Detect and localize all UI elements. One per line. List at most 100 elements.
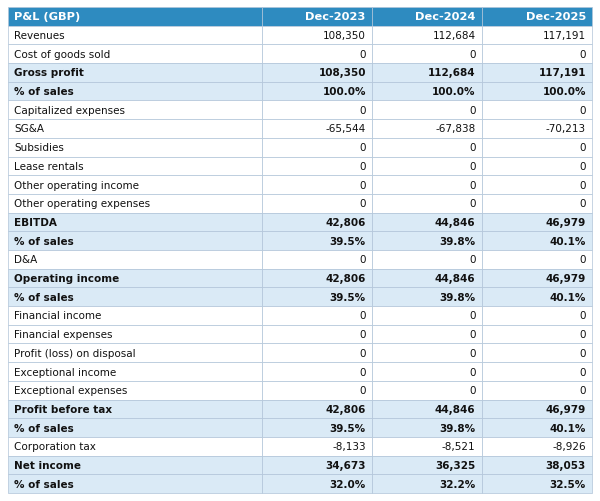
Text: -70,213: -70,213 — [546, 124, 586, 134]
Text: 0: 0 — [469, 106, 476, 116]
Bar — [482, 400, 592, 418]
Text: Cost of goods sold: Cost of goods sold — [14, 50, 110, 60]
Text: Profit before tax: Profit before tax — [14, 404, 112, 414]
Text: 44,846: 44,846 — [435, 404, 476, 414]
Text: 0: 0 — [580, 385, 586, 395]
Bar — [372, 344, 482, 362]
Text: Profit (loss) on disposal: Profit (loss) on disposal — [14, 348, 136, 358]
Text: 0: 0 — [359, 143, 366, 153]
Text: 36,325: 36,325 — [436, 460, 476, 470]
Text: 39.8%: 39.8% — [439, 236, 476, 246]
Bar — [8, 269, 262, 288]
Bar — [482, 418, 592, 437]
Text: 0: 0 — [469, 385, 476, 395]
Bar — [8, 83, 262, 101]
Bar — [372, 139, 482, 157]
Bar — [262, 101, 372, 120]
Text: 0: 0 — [469, 311, 476, 321]
Bar — [262, 362, 372, 381]
Bar — [372, 83, 482, 101]
Text: Revenues: Revenues — [14, 31, 65, 41]
Text: 39.8%: 39.8% — [439, 423, 476, 433]
Text: 100.0%: 100.0% — [432, 87, 476, 97]
Text: 0: 0 — [359, 199, 366, 209]
Bar — [482, 45, 592, 64]
Bar — [262, 194, 372, 213]
Bar — [372, 474, 482, 493]
Text: Dec-2024: Dec-2024 — [415, 13, 476, 23]
Bar — [8, 45, 262, 64]
Bar — [8, 456, 262, 474]
Bar — [372, 27, 482, 45]
Text: 0: 0 — [359, 180, 366, 190]
Bar — [8, 176, 262, 194]
Text: 100.0%: 100.0% — [542, 87, 586, 97]
Text: Capitalized expenses: Capitalized expenses — [14, 106, 125, 116]
Text: 0: 0 — [469, 50, 476, 60]
Text: EBITDA: EBITDA — [14, 217, 57, 227]
Text: 0: 0 — [469, 180, 476, 190]
Text: 0: 0 — [359, 255, 366, 265]
Bar — [262, 456, 372, 474]
Text: 39.8%: 39.8% — [439, 292, 476, 302]
Text: 42,806: 42,806 — [325, 404, 366, 414]
Text: Lease rentals: Lease rentals — [14, 161, 83, 171]
Bar — [482, 381, 592, 400]
Bar — [262, 83, 372, 101]
Bar — [482, 474, 592, 493]
Bar — [372, 269, 482, 288]
Bar — [262, 288, 372, 307]
Bar — [372, 325, 482, 344]
Text: Subsidies: Subsidies — [14, 143, 64, 153]
Text: 44,846: 44,846 — [435, 274, 476, 284]
Bar — [262, 45, 372, 64]
Bar — [372, 213, 482, 232]
Bar — [8, 418, 262, 437]
Bar — [482, 139, 592, 157]
Bar — [262, 64, 372, 83]
Bar — [262, 139, 372, 157]
Text: Dec-2023: Dec-2023 — [305, 13, 366, 23]
Text: -65,544: -65,544 — [326, 124, 366, 134]
Text: 112,684: 112,684 — [428, 68, 476, 78]
Bar — [482, 176, 592, 194]
Text: Exceptional income: Exceptional income — [14, 367, 116, 377]
Text: 0: 0 — [580, 348, 586, 358]
Text: % of sales: % of sales — [14, 87, 74, 97]
Bar — [482, 362, 592, 381]
Text: 0: 0 — [359, 348, 366, 358]
Bar — [262, 213, 372, 232]
Text: 0: 0 — [469, 330, 476, 340]
Bar — [8, 194, 262, 213]
Bar — [482, 307, 592, 325]
Text: 0: 0 — [580, 143, 586, 153]
Text: 40.1%: 40.1% — [550, 236, 586, 246]
Bar — [482, 101, 592, 120]
Text: 0: 0 — [469, 255, 476, 265]
Bar — [262, 27, 372, 45]
Bar — [262, 325, 372, 344]
Bar — [372, 120, 482, 139]
Text: 0: 0 — [359, 50, 366, 60]
Text: 40.1%: 40.1% — [550, 292, 586, 302]
Bar — [262, 269, 372, 288]
Text: 100.0%: 100.0% — [322, 87, 366, 97]
Bar — [482, 64, 592, 83]
Text: 0: 0 — [580, 50, 586, 60]
Bar — [372, 157, 482, 176]
Bar — [482, 456, 592, 474]
Text: Net income: Net income — [14, 460, 81, 470]
Text: % of sales: % of sales — [14, 478, 74, 488]
Bar — [262, 307, 372, 325]
Text: 0: 0 — [359, 311, 366, 321]
Bar — [262, 381, 372, 400]
Bar — [8, 27, 262, 45]
Text: Other operating expenses: Other operating expenses — [14, 199, 150, 209]
Bar — [372, 288, 482, 307]
Bar — [8, 288, 262, 307]
Text: 46,979: 46,979 — [546, 217, 586, 227]
Bar — [482, 288, 592, 307]
Text: 0: 0 — [359, 367, 366, 377]
Text: 0: 0 — [359, 385, 366, 395]
Bar — [8, 120, 262, 139]
